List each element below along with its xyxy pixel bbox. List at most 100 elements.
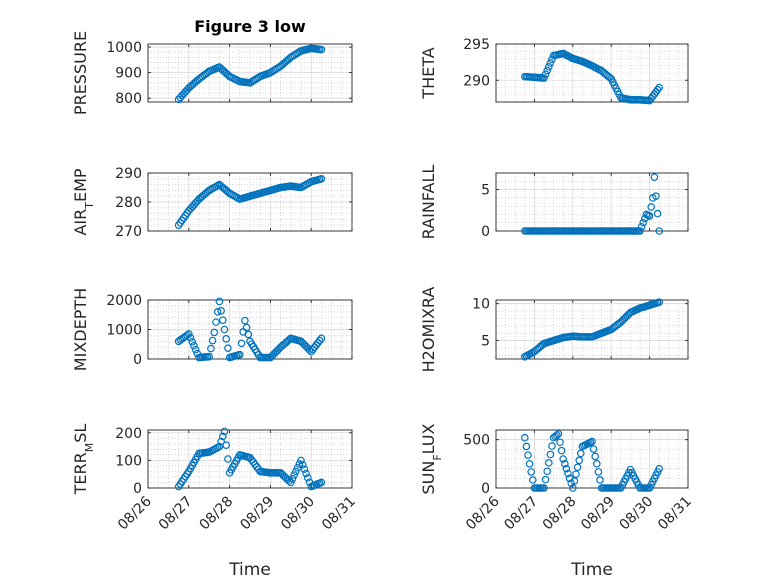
data-point: [568, 484, 577, 492]
data-point: [655, 83, 664, 92]
y-axis-label: AIRTEMP: [71, 168, 96, 235]
x-tick-label: 08/28: [197, 494, 237, 534]
data-point: [210, 328, 219, 337]
y-tick-label: 900: [115, 66, 142, 82]
data-point: [205, 352, 214, 361]
data-point: [220, 427, 229, 436]
x-tick-label: 08/30: [617, 494, 657, 534]
subplot-2: 290 295 THETA: [419, 37, 689, 105]
data-point: [594, 468, 603, 476]
y-axis-label: PRESSURE: [71, 31, 90, 115]
y-axis-label: SUNFLUX: [419, 423, 444, 494]
data-point: [186, 334, 195, 342]
x-tick-label: 08/27: [501, 494, 541, 534]
data-point: [556, 438, 564, 447]
data-point: [224, 455, 232, 463]
data-point: [543, 467, 552, 476]
data-point: [524, 451, 532, 459]
data-point: [573, 463, 582, 472]
data-point: [655, 298, 664, 307]
subplot-3: 270 280 290 AIRTEMP: [71, 166, 353, 240]
data-point: [219, 316, 227, 324]
y-tick-label: 100: [115, 453, 142, 469]
data-point: [653, 85, 662, 94]
data-point: [570, 477, 579, 485]
axes-box: [495, 299, 689, 360]
x-tick-label: 08/29: [578, 494, 618, 534]
data-point: [543, 66, 552, 75]
data-point: [317, 478, 326, 487]
data-point: [588, 437, 596, 446]
data-point: [650, 173, 659, 181]
data-point: [286, 478, 295, 487]
y-axis-label: MIXDEPTH: [71, 288, 90, 371]
data-point: [589, 445, 598, 453]
data-point: [217, 307, 225, 315]
data-point: [655, 227, 664, 235]
y-tick-label: 1000: [106, 323, 142, 339]
data-point: [208, 336, 217, 345]
y-tick-label: 1000: [106, 40, 142, 56]
x-tick-label: 08/29: [237, 494, 277, 534]
data-point: [222, 441, 231, 449]
data-point: [554, 430, 563, 438]
y-tick-label: 0: [133, 352, 142, 368]
axes-box: [495, 43, 689, 103]
data-point: [297, 456, 305, 465]
subplot-6: 5 10 H2OMIXRA: [419, 287, 689, 372]
data-point: [541, 475, 550, 484]
data-point: [290, 471, 299, 479]
data-point: [288, 474, 297, 483]
subplot-1: 800 900 1000 PRESSURE Figure 3 low: [71, 17, 353, 115]
data-point: [546, 450, 555, 459]
y-tick-label: 290: [463, 73, 490, 89]
data-point: [544, 63, 553, 71]
y-tick-label: 295: [463, 37, 490, 53]
data-point: [596, 476, 604, 484]
data-point: [242, 323, 251, 332]
data-point: [525, 460, 534, 468]
subplot-7: 0 100 200 08/26 08/27 08/28 08/29 08/30 08/31 Tim…: [71, 424, 359, 580]
y-axis-label: RAINFALL: [419, 165, 438, 240]
data-point: [190, 341, 198, 350]
x-tick-label: 08/26: [463, 493, 503, 533]
x-tick-label: 08/30: [278, 494, 318, 534]
data-point: [236, 350, 244, 359]
y-tick-label: 5: [481, 183, 490, 199]
data-point: [315, 336, 324, 345]
y-tick-label: 280: [115, 195, 142, 211]
data-point: [237, 339, 246, 348]
data-point: [302, 469, 310, 478]
data-point: [575, 456, 584, 465]
data-point: [244, 330, 253, 339]
y-tick-label: 10: [472, 297, 490, 313]
data-point: [212, 318, 220, 326]
data-point: [652, 192, 660, 201]
data-point: [188, 337, 197, 346]
data-point: [552, 431, 561, 439]
y-tick-label: 0: [133, 481, 142, 497]
data-point: [317, 175, 326, 183]
data-point: [655, 464, 664, 473]
data-point: [219, 432, 227, 441]
data-point: [562, 464, 571, 473]
subplot-5: 0 1000 2000 MIXDEPTH: [71, 288, 353, 371]
x-tick-label: 08/31: [319, 494, 359, 534]
data-point: [636, 227, 644, 235]
y-tick-label: 500: [463, 433, 490, 449]
data-point: [541, 70, 550, 79]
subplot-4: 0 5 RAINFALL: [419, 165, 689, 240]
x-axis-label: Time: [570, 560, 613, 580]
data-point: [222, 335, 231, 343]
data-point: [522, 442, 531, 451]
y-tick-label: 2000: [106, 293, 142, 309]
data-point: [520, 433, 529, 442]
data-point: [300, 465, 309, 473]
data-point: [317, 45, 326, 54]
data-point: [639, 218, 648, 227]
data-point: [592, 460, 601, 468]
x-tick-label: 08/27: [156, 494, 196, 534]
data-point: [191, 345, 200, 354]
x-tick-label: 08/26: [115, 493, 155, 533]
